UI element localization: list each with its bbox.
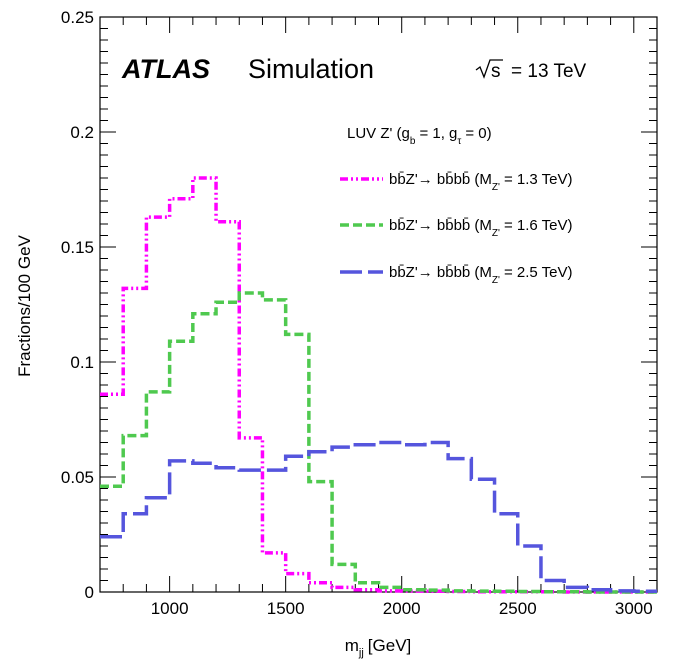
series-line-1 — [100, 176, 657, 594]
legend-label-main: bb̄Z'→ bb̄bb̄ (M — [389, 171, 492, 188]
simulation-label: Simulation — [248, 54, 374, 84]
legend-label-sub: Z' — [492, 275, 500, 286]
y-tick-label: 0.15 — [61, 238, 94, 257]
x-tick-label: 1500 — [267, 599, 305, 618]
legend-label-main: bb̄Z'→ bb̄bb̄ (M — [389, 217, 492, 234]
sqrt-symbol — [475, 59, 503, 79]
x-tick-label: 3000 — [615, 599, 653, 618]
axis-ticks: 1000 1500 2000 2500 3000 0 0.05 0.1 0.15 0.2 0.25 — [61, 8, 658, 618]
legend-label-main: bb̄Z'→ bb̄bb̄ (M — [389, 264, 492, 281]
y-tick-label: 0.25 — [61, 8, 94, 27]
legend-label-3: bb̄Z'→ bb̄bb̄ (MZ' = 2.5 TeV) — [389, 264, 572, 286]
model-label-mid: = 1, g — [419, 125, 457, 142]
legend-label-value: = 2.5 TeV) — [504, 264, 573, 281]
atlas-label: ATLAS — [121, 54, 210, 84]
legend-label-value: = 1.6 TeV) — [504, 217, 573, 234]
legend-label-1: bb̄Z'→ bb̄bb̄ (MZ' = 1.3 TeV) — [389, 171, 572, 193]
legend-label-sub: Z' — [492, 182, 500, 193]
model-label-sub-b: b — [410, 136, 416, 147]
plot-frame — [99, 16, 658, 593]
x-tick-label: 2500 — [499, 599, 537, 618]
series-layer — [100, 176, 657, 594]
energy-root-text: s — [491, 61, 501, 82]
y-tick-label: 0.1 — [70, 353, 94, 372]
energy-value-text: = 13 TeV — [511, 61, 587, 82]
y-tick-label: 0.05 — [61, 468, 94, 487]
model-label-prefix: LUV Z' (g — [347, 125, 410, 142]
model-label: LUV Z' (gb = 1, gτ = 0) — [347, 125, 492, 147]
x-axis-title-main: m — [345, 636, 359, 655]
model-label-suffix: = 0) — [465, 125, 491, 142]
energy-label: s = 13 TeV — [475, 59, 587, 82]
y-tick-label: 0 — [85, 583, 94, 602]
x-axis-title: mjj [GeV] — [345, 636, 412, 659]
legend-label-sub: Z' — [492, 228, 500, 239]
model-label-sub-tau: τ — [457, 136, 461, 147]
y-axis-title: Fractions/100 GeV — [15, 234, 34, 376]
x-tick-label: 1000 — [151, 599, 189, 618]
series-line-3 — [100, 440, 657, 594]
legend: bb̄Z'→ bb̄bb̄ (MZ' = 1.3 TeV)bb̄Z'→ bb̄bb… — [340, 171, 572, 286]
legend-label-value: = 1.3 TeV) — [504, 171, 573, 188]
x-axis-title-sub: jj — [358, 647, 364, 659]
series-line-2 — [100, 291, 657, 594]
x-axis-title-unit: [GeV] — [368, 636, 411, 655]
plot-area-border — [99, 16, 658, 593]
legend-label-2: bb̄Z'→ bb̄bb̄ (MZ' = 1.6 TeV) — [389, 217, 572, 239]
y-tick-label: 0.2 — [70, 123, 94, 142]
x-tick-label: 2000 — [383, 599, 421, 618]
